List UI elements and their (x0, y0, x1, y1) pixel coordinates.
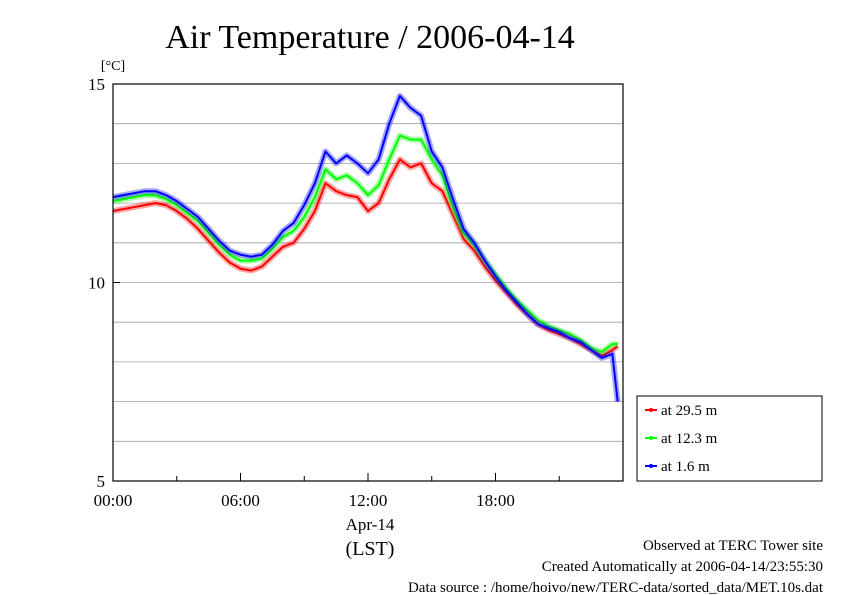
legend-marker (649, 436, 653, 440)
series-line-at-1-6-m (112, 94, 619, 402)
y-tick-label: 15 (88, 75, 105, 94)
axis-ticks: 5 10 15 00:00 06:00 12:00 18:00 (88, 75, 624, 510)
legend-label: at 29.5 m (661, 403, 718, 419)
chart-title: Air Temperature / 2006-04-14 (165, 19, 575, 56)
grid-lines (113, 123, 623, 442)
legend-box (636, 395, 823, 482)
x-tick-label: 18:00 (476, 491, 515, 510)
series-lines (112, 92, 621, 402)
y-axis-unit-label: [°C] (101, 59, 125, 74)
legend-label: at 12.3 m (661, 431, 718, 447)
series-line-at-1-6-m-halo (112, 92, 621, 402)
legend: at 29.5 m at 12.3 m at 1.6 m (636, 395, 823, 482)
x-tick-label: 00:00 (94, 491, 133, 510)
y-tick-label: 5 (97, 472, 106, 491)
legend-label: at 1.6 m (661, 459, 710, 475)
x-tick-label: 06:00 (221, 491, 260, 510)
x-axis-date-label: Apr-14 (346, 515, 395, 534)
footer-site: Observed at TERC Tower site (643, 538, 823, 554)
y-tick-label: 10 (88, 274, 105, 293)
legend-marker (649, 464, 653, 468)
footer-source: Data source : /home/hoivo/new/TERC-data/… (408, 580, 824, 595)
x-tick-label: 12:00 (349, 491, 388, 510)
legend-marker (649, 408, 653, 412)
x-axis-timezone-label: (LST) (346, 538, 395, 560)
footer-created: Created Automatically at 2006-04-14/23:5… (542, 559, 823, 575)
series-line-at-12-3-m (112, 134, 618, 353)
